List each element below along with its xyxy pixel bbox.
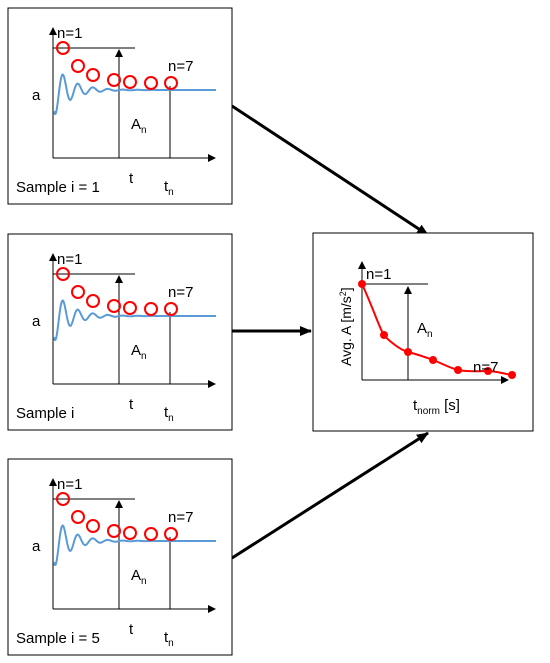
peak-marker-1 — [56, 492, 70, 506]
peak-marker-5 — [123, 75, 137, 89]
summary-panel: n=1 n=7 An tnorm [s] Avg. A [m/s2] — [312, 232, 534, 432]
summary-point-4 — [429, 356, 437, 364]
sample-label: Sample i = 1 — [16, 179, 100, 196]
summary-point-5 — [454, 366, 462, 374]
peak-marker-2 — [71, 510, 85, 524]
peak-marker-5 — [123, 526, 137, 540]
last-peak-label: n=7 — [168, 284, 193, 301]
first-peak-label: n=1 — [57, 251, 82, 268]
first-peak-label: n=1 — [57, 25, 82, 42]
peak-marker-4 — [107, 73, 121, 87]
sample-label: Sample i = 5 — [16, 630, 100, 647]
sample-signal-curve — [53, 73, 216, 116]
summary-point-7 — [508, 371, 516, 379]
y-axis-label: a — [32, 87, 41, 104]
peak-marker-7 — [164, 527, 178, 541]
sample-panel-frame — [7, 458, 233, 656]
summary-panel-frame — [312, 232, 534, 432]
summary-point-2 — [380, 331, 388, 339]
summary-y-axis-label: Avg. A [m/s2] — [338, 287, 354, 366]
connector-arrow-bottom — [231, 431, 429, 560]
peak-marker-5 — [123, 301, 137, 315]
last-peak-label: n=7 — [168, 58, 193, 75]
sample-panel-2: n=1 n=7 a t Sample i An tn — [7, 233, 233, 431]
sample-signal-curve — [53, 524, 216, 567]
y-axis-label: a — [32, 313, 41, 330]
peak-marker-3 — [86, 294, 100, 308]
amplitude-label: An — [131, 342, 147, 362]
last-peak-label: n=7 — [168, 509, 193, 526]
sample-panel-frame — [7, 233, 233, 431]
peak-marker-1 — [56, 267, 70, 281]
peak-marker-7 — [164, 76, 178, 90]
summary-point-3 — [404, 348, 412, 356]
peak-marker-7 — [164, 302, 178, 316]
y-axis-label: a — [32, 538, 41, 555]
time-label: tn — [164, 404, 174, 424]
summary-x-axis-label: tnorm [s] — [413, 397, 460, 417]
sample-signal-curve — [53, 299, 216, 342]
time-label: tn — [164, 178, 174, 198]
peak-marker-2 — [71, 59, 85, 73]
peak-marker-4 — [107, 524, 121, 538]
x-axis-label: t — [129, 621, 134, 638]
sample-label: Sample i — [16, 405, 74, 422]
amplitude-label: An — [131, 567, 147, 587]
summary-point-6 — [484, 367, 492, 375]
summary-first-point-label: n=1 — [366, 266, 391, 283]
peak-marker-1 — [56, 41, 70, 55]
sample-panel-3: n=1 n=7 a t Sample i = 5 An tn — [7, 458, 233, 656]
sample-panel-frame — [7, 7, 233, 205]
peak-marker-6 — [144, 527, 158, 541]
peak-marker-2 — [71, 285, 85, 299]
peak-marker-6 — [144, 302, 158, 316]
peak-marker-3 — [86, 519, 100, 533]
summary-point-1 — [358, 280, 366, 288]
connector-arrow-top — [231, 104, 429, 237]
summary-amplitude-label: An — [417, 320, 433, 340]
peak-marker-6 — [144, 76, 158, 90]
x-axis-label: t — [129, 396, 134, 413]
time-label: tn — [164, 629, 174, 649]
peak-marker-3 — [86, 68, 100, 82]
amplitude-label: An — [131, 116, 147, 136]
sample-panel-1: n=1 n=7 a t Sample i = 1 An tn — [7, 7, 233, 205]
x-axis-label: t — [129, 170, 134, 187]
peak-marker-4 — [107, 299, 121, 313]
summary-last-point-label: n=7 — [473, 359, 498, 376]
first-peak-label: n=1 — [57, 476, 82, 493]
